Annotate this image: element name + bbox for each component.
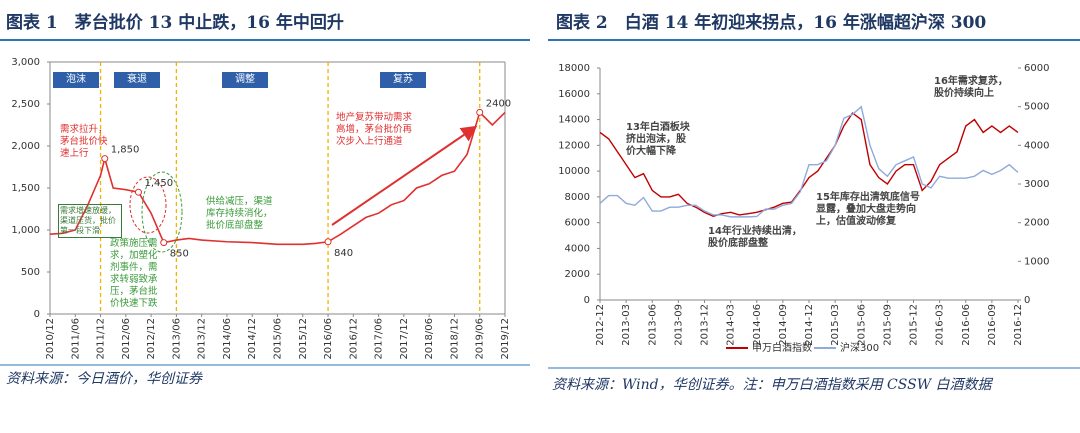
x-tick-label: 2015/06 — [273, 318, 284, 360]
x-tick-label: 2015-06 — [856, 304, 867, 346]
y-tick-label: 10000 — [558, 166, 590, 177]
x-tick-label: 2012/06 — [121, 318, 132, 360]
annotation: 15年库存出清筑底信号显露，叠加大盘走势向上，估值波动修复 — [816, 192, 920, 227]
y-tick-label: 0 — [34, 309, 40, 320]
y2-tick-label: 4000 — [1024, 140, 1049, 151]
y-tick-label: 2,000 — [11, 141, 40, 152]
y2-tick-label: 6000 — [1024, 63, 1049, 74]
x-tick-label: 2013-12 — [700, 304, 711, 346]
annotation: 政策施压需求，加塑化剂事件，需求转弱致承压，茅台批价快速下跌 — [110, 238, 158, 309]
y-tick-label: 2000 — [565, 269, 590, 280]
y-tick-label: 18000 — [558, 63, 590, 74]
highlight-ellipse — [129, 176, 167, 234]
source: 资料来源：今日酒价，华创证券 — [6, 371, 202, 387]
y-tick-label: 3,000 — [11, 57, 40, 68]
x-tick-label: 2014-09 — [778, 304, 789, 346]
x-tick-label: 2015-03 — [830, 304, 841, 346]
value-label: 1,850 — [111, 145, 140, 156]
y-tick-label: 0 — [584, 295, 590, 306]
value-label: 840 — [334, 248, 353, 259]
y-tick-label: 16000 — [558, 89, 590, 100]
x-tick-label: 2013/06 — [171, 318, 182, 360]
x-tick-label: 2011/12 — [96, 318, 107, 360]
y2-tick-label: 5000 — [1024, 102, 1049, 113]
x-tick-label: 2016/06 — [323, 318, 334, 360]
y2-tick-label: 3000 — [1024, 179, 1049, 190]
annotation: 地产复苏带动需求高增，茅台批价再次步入上行通道 — [336, 112, 413, 147]
x-tick-label: 2013-03 — [621, 304, 632, 346]
y2-tick-label: 1000 — [1024, 256, 1049, 267]
value-label: 1,450 — [144, 178, 173, 189]
point — [134, 188, 142, 196]
y-tick-label: 4000 — [565, 243, 590, 254]
x-tick-label: 2016-09 — [987, 304, 998, 346]
x-tick-label: 2019/06 — [475, 318, 486, 360]
y-tick-label: 2,500 — [11, 99, 40, 110]
phase-label: 复苏 — [380, 72, 426, 88]
point — [476, 108, 484, 116]
x-tick-label: 2014-12 — [804, 304, 815, 346]
x-tick-label: 2016-12 — [1013, 304, 1024, 346]
highlight-ellipse — [141, 171, 183, 253]
x-tick-label: 2014/12 — [247, 318, 258, 360]
x-tick-label: 2015-12 — [909, 304, 920, 346]
x-tick-label: 2015-09 — [882, 304, 893, 346]
phase-label: 泡沫 — [53, 72, 99, 88]
y-tick-label: 8000 — [565, 192, 590, 203]
x-tick-label: 2016-06 — [961, 304, 972, 346]
y2-tick-label: 2000 — [1024, 218, 1049, 229]
annotation: 14年行业持续出清，股价底部盘整 — [708, 226, 802, 249]
x-tick-label: 2015/12 — [298, 318, 309, 360]
point — [160, 239, 168, 247]
legend-label: 沪深300 — [840, 341, 879, 354]
annotation: 16年需求复苏，股价持续向上 — [934, 76, 1008, 99]
x-tick-label: 2013/12 — [197, 318, 208, 360]
annotation: 需求增速放缓，渠道压货，批价第一段下滑 — [58, 204, 122, 238]
y-tick-label: 1,500 — [11, 183, 40, 194]
point — [324, 238, 332, 246]
annotation: 13年白酒板块挤出泡沫，股价大幅下降 — [626, 122, 690, 157]
x-tick-label: 2012/12 — [146, 318, 157, 360]
value-label: 850 — [170, 249, 189, 260]
chart-title: 图表 1 茅台批价 13 中止跌，16 年中回升 — [6, 13, 344, 33]
x-tick-label: 2014/06 — [222, 318, 233, 360]
x-tick-label: 2012-12 — [595, 304, 606, 346]
x-tick-label: 2013-06 — [647, 304, 658, 346]
y-tick-label: 1,000 — [11, 225, 40, 236]
point — [101, 155, 109, 163]
y-tick-label: 6000 — [565, 218, 590, 229]
y2-tick-label: 0 — [1024, 295, 1030, 306]
x-tick-label: 2010/12 — [45, 318, 56, 360]
phase-label: 衰退 — [114, 72, 160, 88]
line — [49, 110, 506, 246]
line — [599, 105, 1019, 218]
y-tick-label: 14000 — [558, 115, 590, 126]
x-tick-label: 2013-09 — [673, 304, 684, 346]
value-label: 2400 — [486, 98, 511, 109]
x-tick-label: 2011/06 — [70, 318, 81, 360]
x-tick-label: 2017/12 — [399, 318, 410, 360]
x-tick-label: 2018/06 — [424, 318, 435, 360]
phase-label: 调整 — [222, 72, 268, 88]
trend-arrow — [331, 125, 478, 226]
annotation: 需求拉升，茅台批价快速上行 — [60, 124, 108, 159]
y-tick-label: 12000 — [558, 140, 590, 151]
x-tick-label: 2014-03 — [726, 304, 737, 346]
x-tick-label: 2019/12 — [500, 318, 511, 360]
annotation: 供给减压，渠道库存持续消化，批价底部盘整 — [206, 196, 273, 231]
legend-label: 申万白酒指数 — [752, 341, 812, 354]
source: 资料来源：Wind，华创证券。注：申万白酒指数采用 CSSW 白酒数据 — [552, 377, 992, 393]
x-tick-label: 2018/12 — [449, 318, 460, 360]
line — [599, 112, 1019, 217]
y-tick-label: 500 — [21, 267, 40, 278]
x-tick-label: 2017/06 — [374, 318, 385, 360]
chart-title: 图表 2 白酒 14 年初迎来拐点，16 年涨幅超沪深 300 — [556, 13, 987, 33]
x-tick-label: 2016-03 — [935, 304, 946, 346]
x-tick-label: 2014-06 — [752, 304, 763, 346]
x-tick-label: 2016/12 — [348, 318, 359, 360]
